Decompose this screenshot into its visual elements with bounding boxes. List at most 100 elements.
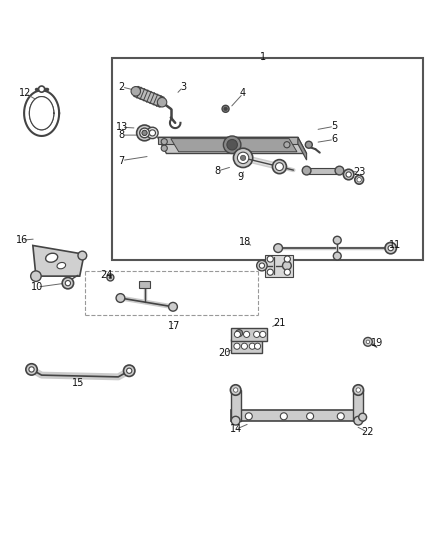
Circle shape	[337, 413, 344, 420]
Polygon shape	[231, 339, 262, 353]
Text: 14: 14	[230, 424, 242, 434]
Circle shape	[388, 246, 393, 251]
Circle shape	[356, 388, 360, 392]
Polygon shape	[171, 139, 297, 152]
Circle shape	[333, 236, 341, 244]
Circle shape	[302, 166, 311, 175]
Circle shape	[26, 364, 37, 375]
Circle shape	[231, 416, 240, 425]
Polygon shape	[134, 86, 164, 107]
Circle shape	[354, 416, 363, 425]
Circle shape	[284, 142, 290, 148]
Circle shape	[385, 243, 396, 254]
Polygon shape	[139, 280, 150, 288]
Circle shape	[107, 274, 114, 281]
Circle shape	[230, 385, 241, 395]
Circle shape	[157, 98, 167, 107]
Text: 9: 9	[238, 172, 244, 182]
Circle shape	[284, 256, 290, 262]
Circle shape	[283, 261, 291, 270]
Text: 10: 10	[31, 282, 43, 292]
Text: 20: 20	[218, 348, 230, 358]
Polygon shape	[231, 328, 267, 341]
Text: 5: 5	[331, 122, 337, 131]
Circle shape	[161, 145, 167, 151]
Circle shape	[257, 260, 267, 271]
Text: 16: 16	[16, 235, 28, 245]
Text: 8: 8	[119, 130, 125, 140]
Circle shape	[343, 169, 354, 180]
Circle shape	[147, 127, 158, 139]
Polygon shape	[158, 138, 307, 154]
Polygon shape	[29, 96, 54, 130]
Circle shape	[236, 329, 243, 336]
Circle shape	[223, 136, 241, 154]
Text: 8: 8	[215, 166, 221, 176]
Text: 1: 1	[260, 52, 266, 62]
Ellipse shape	[46, 253, 58, 262]
Text: 3: 3	[180, 82, 186, 92]
Circle shape	[142, 130, 147, 135]
Circle shape	[272, 159, 286, 174]
Circle shape	[149, 130, 155, 136]
Circle shape	[254, 332, 260, 337]
Circle shape	[116, 294, 125, 302]
Text: 22: 22	[361, 427, 373, 437]
Circle shape	[109, 276, 112, 279]
Circle shape	[260, 332, 266, 337]
Polygon shape	[353, 390, 363, 421]
Text: 24: 24	[100, 270, 112, 280]
Circle shape	[169, 302, 177, 311]
Text: 6: 6	[331, 134, 337, 144]
Ellipse shape	[57, 262, 66, 269]
Text: 17: 17	[168, 321, 180, 330]
Circle shape	[244, 332, 250, 337]
Circle shape	[62, 278, 74, 289]
Circle shape	[234, 332, 240, 337]
Circle shape	[335, 166, 344, 175]
Circle shape	[245, 413, 252, 420]
Circle shape	[131, 86, 141, 96]
Circle shape	[364, 337, 372, 346]
Circle shape	[39, 86, 45, 92]
Polygon shape	[265, 255, 293, 277]
Circle shape	[346, 172, 351, 177]
Circle shape	[284, 269, 290, 275]
Circle shape	[267, 269, 273, 275]
Circle shape	[224, 107, 227, 110]
Circle shape	[240, 155, 246, 160]
Text: 18: 18	[239, 237, 251, 247]
Circle shape	[307, 413, 314, 420]
Circle shape	[359, 413, 367, 421]
Circle shape	[161, 139, 167, 145]
Circle shape	[305, 141, 312, 148]
Polygon shape	[231, 390, 241, 421]
Polygon shape	[307, 167, 339, 174]
Bar	[112, 59, 423, 260]
Circle shape	[137, 125, 152, 141]
Circle shape	[29, 367, 34, 372]
Text: 7: 7	[119, 156, 125, 166]
Text: 12: 12	[19, 88, 32, 99]
Circle shape	[233, 388, 238, 392]
Text: 21: 21	[273, 318, 286, 328]
Circle shape	[280, 413, 287, 420]
Circle shape	[31, 271, 41, 281]
Circle shape	[353, 385, 364, 395]
Circle shape	[274, 244, 283, 253]
Polygon shape	[33, 246, 84, 276]
Circle shape	[127, 368, 132, 374]
Circle shape	[254, 343, 261, 349]
Circle shape	[222, 106, 229, 112]
Circle shape	[65, 280, 71, 286]
Circle shape	[140, 128, 149, 138]
Text: 11: 11	[389, 240, 401, 251]
Circle shape	[237, 152, 249, 164]
Circle shape	[241, 343, 247, 349]
Text: 2: 2	[119, 82, 125, 92]
Circle shape	[227, 140, 237, 150]
Polygon shape	[158, 138, 298, 144]
Circle shape	[249, 343, 255, 349]
Circle shape	[355, 175, 364, 184]
Text: 19: 19	[371, 338, 384, 348]
